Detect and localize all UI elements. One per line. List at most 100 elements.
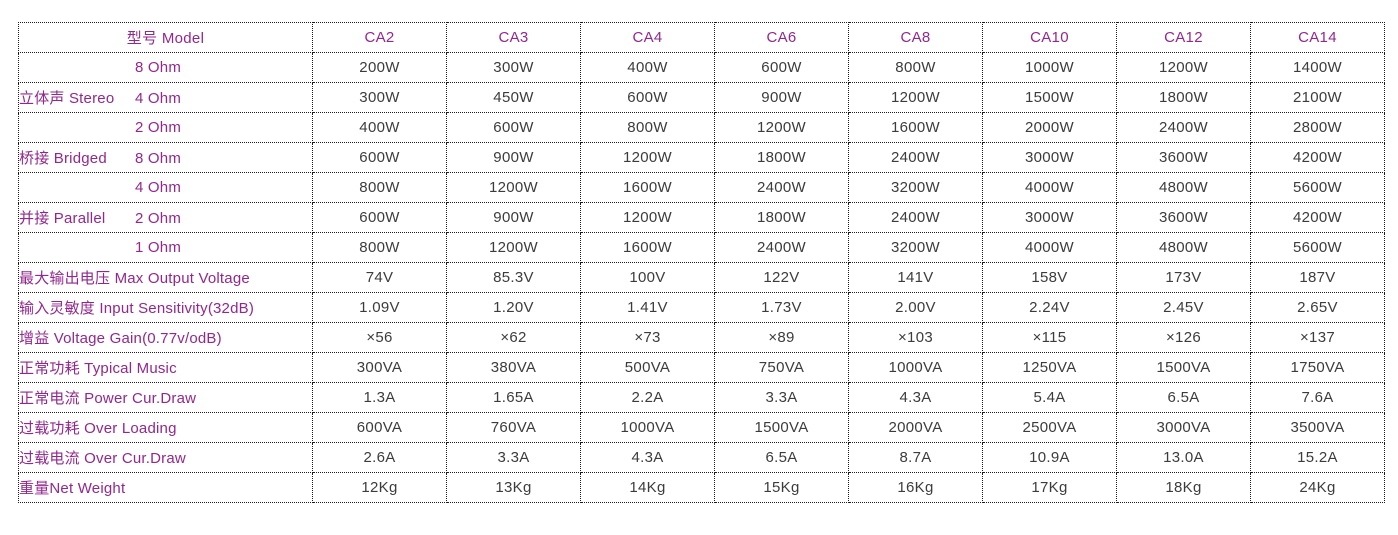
value-cell: 2400W	[848, 202, 983, 233]
value-cell: 187V	[1250, 262, 1385, 293]
value-cell: 300W	[312, 82, 447, 113]
value-cell: 4.3A	[580, 442, 715, 473]
value-cell: 2100W	[1250, 82, 1385, 113]
value-cell: 900W	[446, 202, 581, 233]
column-header-ca14: CA14	[1250, 22, 1385, 53]
column-header-ca4: CA4	[580, 22, 715, 53]
value-cell: 3000VA	[1116, 412, 1251, 443]
value-cell: 173V	[1116, 262, 1251, 293]
value-cell: 600W	[312, 202, 447, 233]
table-row: 过载功耗 Over Loading 600VA 760VA 1000VA 1500VA 2…	[18, 412, 1385, 443]
value-cell: 85.3V	[446, 262, 581, 293]
value-cell: 450W	[446, 82, 581, 113]
row-label: 过载电流 Over Cur.Draw	[18, 442, 313, 473]
value-cell: 18Kg	[1116, 472, 1251, 503]
value-cell: 380VA	[446, 352, 581, 383]
value-cell: 1.09V	[312, 292, 447, 323]
value-cell: 1600W	[848, 112, 983, 143]
value-cell: 17Kg	[982, 472, 1117, 503]
value-cell: 400W	[312, 112, 447, 143]
row-group-label: 桥接 Bridged	[19, 150, 107, 167]
table-row: 4 Ohm 800W 1200W 1600W 2400W 3200W 4000W 4800W 5…	[18, 172, 1385, 203]
row-label: 输入灵敏度 Input Sensitivity(32dB)	[18, 292, 313, 323]
value-cell: 1.3A	[312, 382, 447, 413]
table-row: 输入灵敏度 Input Sensitivity(32dB) 1.09V 1.20V 1…	[18, 292, 1385, 323]
value-cell: 800W	[312, 172, 447, 203]
value-cell: 1200W	[848, 82, 983, 113]
value-cell: 14Kg	[580, 472, 715, 503]
row-label: 桥接 Bridged 8 Ohm	[18, 142, 313, 173]
value-cell: 1000VA	[848, 352, 983, 383]
table-row: 8 Ohm 200W 300W 400W 600W 800W 1000W 1200W 1400W	[18, 52, 1385, 83]
value-cell: 3200W	[848, 232, 983, 263]
value-cell: 600W	[312, 142, 447, 173]
value-cell: 2400W	[848, 142, 983, 173]
value-cell: ×89	[714, 322, 849, 353]
table-row: 正常电流 Power Cur.Draw 1.3A 1.65A 2.2A 3.3A 4.3A…	[18, 382, 1385, 413]
value-cell: 300W	[446, 52, 581, 83]
value-cell: 1800W	[714, 142, 849, 173]
table-row: 并接 Parallel 2 Ohm 600W 900W 1200W 1800W 2400W 3…	[18, 202, 1385, 233]
value-cell: 1.65A	[446, 382, 581, 413]
row-label: 增益 Voltage Gain(0.77v/odB)	[18, 322, 313, 353]
value-cell: ×115	[982, 322, 1117, 353]
value-cell: 400W	[580, 52, 715, 83]
value-cell: 4800W	[1116, 172, 1251, 203]
value-cell: 1200W	[446, 232, 581, 263]
row-label: 过载功耗 Over Loading	[18, 412, 313, 443]
value-cell: 2.6A	[312, 442, 447, 473]
row-label: 立体声 Stereo 4 Ohm	[18, 82, 313, 113]
value-cell: 2500VA	[982, 412, 1117, 443]
value-cell: 800W	[580, 112, 715, 143]
value-cell: 24Kg	[1250, 472, 1385, 503]
value-cell: 13.0A	[1116, 442, 1251, 473]
value-cell: 1200W	[446, 172, 581, 203]
row-label: 重量Net Weight	[18, 472, 313, 503]
value-cell: 600VA	[312, 412, 447, 443]
row-group-label: 并接 Parallel	[19, 210, 106, 227]
value-cell: 5600W	[1250, 172, 1385, 203]
value-cell: 4000W	[982, 232, 1117, 263]
value-cell: ×62	[446, 322, 581, 353]
value-cell: 15Kg	[714, 472, 849, 503]
value-cell: 2800W	[1250, 112, 1385, 143]
value-cell: 6.5A	[714, 442, 849, 473]
value-cell: 12Kg	[312, 472, 447, 503]
row-label: 1 Ohm	[18, 232, 313, 263]
table-row: 正常功耗 Typical Music 300VA 380VA 500VA 750VA 10…	[18, 352, 1385, 383]
value-cell: 10.9A	[982, 442, 1117, 473]
value-cell: 1600W	[580, 232, 715, 263]
row-label: 8 Ohm	[18, 52, 313, 83]
value-cell: 15.2A	[1250, 442, 1385, 473]
value-cell: 900W	[714, 82, 849, 113]
value-cell: 500VA	[580, 352, 715, 383]
table-row: 重量Net Weight 12Kg 13Kg 14Kg 15Kg 16Kg 17Kg 18Kg…	[18, 472, 1385, 503]
value-cell: 300VA	[312, 352, 447, 383]
value-cell: 2400W	[714, 172, 849, 203]
value-cell: ×137	[1250, 322, 1385, 353]
row-ohm-label: 4 Ohm	[135, 179, 182, 196]
value-cell: 1.73V	[714, 292, 849, 323]
value-cell: 1000W	[982, 52, 1117, 83]
value-cell: 1.41V	[580, 292, 715, 323]
value-cell: 1200W	[580, 202, 715, 233]
value-cell: 8.7A	[848, 442, 983, 473]
value-cell: 3.3A	[714, 382, 849, 413]
value-cell: 74V	[312, 262, 447, 293]
value-cell: 1000VA	[580, 412, 715, 443]
value-cell: 2.00V	[848, 292, 983, 323]
value-cell: 1800W	[1116, 82, 1251, 113]
value-cell: ×73	[580, 322, 715, 353]
table-row: 1 Ohm 800W 1200W 1600W 2400W 3200W 4000W 4800W 5…	[18, 232, 1385, 263]
value-cell: 1500VA	[1116, 352, 1251, 383]
value-cell: ×103	[848, 322, 983, 353]
column-header-ca3: CA3	[446, 22, 581, 53]
value-cell: 6.5A	[1116, 382, 1251, 413]
value-cell: 600W	[580, 82, 715, 113]
value-cell: 2400W	[1116, 112, 1251, 143]
amplifier-spec-table: 型号 Model CA2 CA3 CA4 CA6 CA8 CA10 CA12 CA14 8 O…	[18, 22, 1385, 503]
table-row: 立体声 Stereo 4 Ohm 300W 450W 600W 900W 1200W 1500…	[18, 82, 1385, 113]
value-cell: 3500VA	[1250, 412, 1385, 443]
value-cell: 900W	[446, 142, 581, 173]
